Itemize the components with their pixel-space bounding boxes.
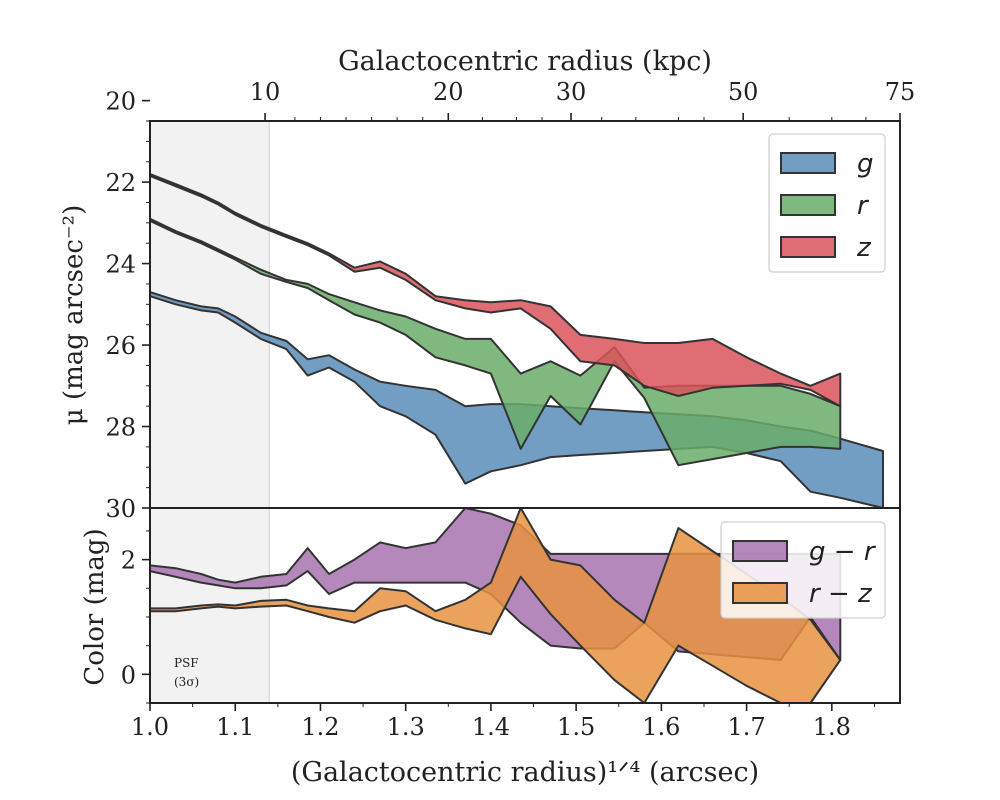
color-legend-swatch-rz <box>732 582 788 604</box>
xtick-label: 1.4 <box>472 713 510 741</box>
color-legend-label-gr: g − r <box>809 537 877 567</box>
lower-panel-axes: 0 2 1.0 1.1 1.2 1.3 1.4 1.5 1.6 1.7 1.8 <box>121 507 901 741</box>
upper-y-axis-label: μ (mag arcsec⁻²) <box>59 205 89 425</box>
lower-panel-series <box>149 507 842 704</box>
upper-ytick-label: 26 <box>105 332 136 360</box>
mu-legend-label-r: r <box>857 191 870 221</box>
xtick-label: 1.6 <box>642 713 680 741</box>
top-tick-label: 20 <box>433 78 464 106</box>
top-tick-label: 30 <box>556 78 587 106</box>
upper-ytick-label: 20 <box>105 88 136 116</box>
lower-legend: g − r r − z <box>720 521 886 619</box>
mu-legend-swatch-r <box>780 194 836 216</box>
upper-ytick-label: 22 <box>105 169 136 197</box>
color-legend-label-rz: r − z <box>809 579 873 609</box>
lower-ytick-label: 2 <box>121 547 136 575</box>
upper-panel-axes: 20 22 24 26 28 30 10 20 30 50 75 <box>105 78 915 523</box>
x-axis-label: (Galactocentric radius)¹ᐟ⁴ (arcsec) <box>291 757 759 788</box>
upper-panel-series <box>149 173 884 509</box>
xtick-label: 1.2 <box>301 713 339 741</box>
xtick-label: 1.3 <box>387 713 425 741</box>
lower-y-axis-label: Color (mag) <box>80 528 110 685</box>
top-tick-label: 50 <box>728 78 759 106</box>
lower-axes-frame <box>149 507 901 704</box>
xtick-label: 1.5 <box>557 713 595 741</box>
xtick-label: 1.7 <box>728 713 766 741</box>
color-legend-swatch-gr <box>732 540 788 562</box>
color-band-rz <box>149 507 842 704</box>
mu-band-r <box>149 217 842 467</box>
upper-ytick-label: 30 <box>105 495 136 523</box>
psf-annotation: PSF <box>174 656 199 670</box>
psf-region-upper <box>150 121 270 508</box>
upper-ytick-label: 28 <box>105 414 136 442</box>
upper-psf-shade <box>150 121 271 508</box>
upper-ytick-label: 24 <box>105 251 136 279</box>
mu-legend-swatch-g <box>780 152 836 174</box>
top-tick-label: 75 <box>885 78 916 106</box>
top-axis-title: Galactocentric radius (kpc) <box>338 46 712 77</box>
top-tick-label: 10 <box>250 78 281 106</box>
upper-legend: grz <box>768 133 886 273</box>
mu-legend-label-g: g <box>857 149 874 179</box>
mu-band-z <box>149 173 842 408</box>
xtick-label: 1.8 <box>813 713 851 741</box>
mu-legend-label-z: z <box>856 233 872 263</box>
psf-annotation-sigma: (3σ) <box>174 675 199 689</box>
lower-ytick-label: 0 <box>121 661 136 689</box>
mu-legend-swatch-z <box>780 236 836 258</box>
xtick-label: 1.0 <box>131 713 169 741</box>
xtick-label: 1.1 <box>216 713 254 741</box>
